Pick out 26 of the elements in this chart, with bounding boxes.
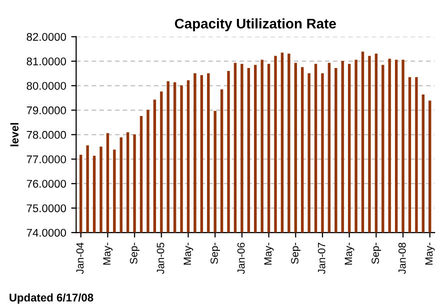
y-tick-label: 74.0000 [26, 228, 66, 237]
y-tick-label: 77.0000 [26, 155, 66, 164]
x-tick-label: Sep- [210, 242, 220, 264]
x-tick-label: May- [264, 242, 274, 265]
y-tick-label: 79.0000 [26, 106, 66, 114]
chart-title: Capacity Utilization Rate [174, 18, 336, 32]
y-axis-title: level [10, 123, 19, 146]
x-tick-label: Jan-05 [156, 242, 164, 274]
y-tick-label: 80.0000 [26, 82, 66, 90]
x-tick-label: May- [425, 242, 435, 265]
x-tick-label: Sep- [372, 242, 382, 264]
x-tick-label: Jan-08 [398, 242, 406, 274]
y-tick-label: 75.0000 [26, 204, 66, 212]
x-tick-label: May- [344, 242, 354, 265]
x-tick-label: Sep- [130, 242, 140, 264]
y-tick-label: 81.0000 [26, 57, 66, 66]
y-tick-label: 78.0000 [26, 130, 66, 139]
text: Updated 6/17/08 [10, 293, 94, 304]
x-tick-label: May- [184, 242, 194, 265]
x-tick-label: Jan-04 [76, 242, 84, 274]
x-tick-label: Jan-07 [318, 242, 326, 274]
y-tick-label: 82.0000 [26, 32, 66, 41]
x-tick-label: Sep- [291, 242, 300, 264]
x-tick-label: Jan-06 [237, 242, 245, 274]
y-tick-label: 76.0000 [26, 180, 66, 188]
x-tick-label: May- [103, 242, 113, 265]
